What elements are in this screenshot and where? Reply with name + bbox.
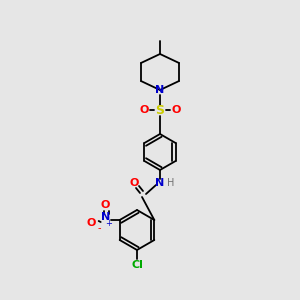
Text: H: H [167, 178, 175, 188]
Text: N: N [101, 212, 110, 222]
Text: +: + [105, 220, 112, 229]
Text: -: - [98, 223, 101, 233]
Text: N: N [155, 178, 165, 188]
Text: O: O [139, 105, 149, 115]
Text: N: N [155, 85, 165, 95]
Text: Cl: Cl [131, 260, 143, 270]
Text: O: O [101, 200, 110, 210]
Text: S: S [155, 103, 164, 116]
Text: O: O [171, 105, 181, 115]
Text: O: O [87, 218, 96, 228]
Text: O: O [129, 178, 139, 188]
